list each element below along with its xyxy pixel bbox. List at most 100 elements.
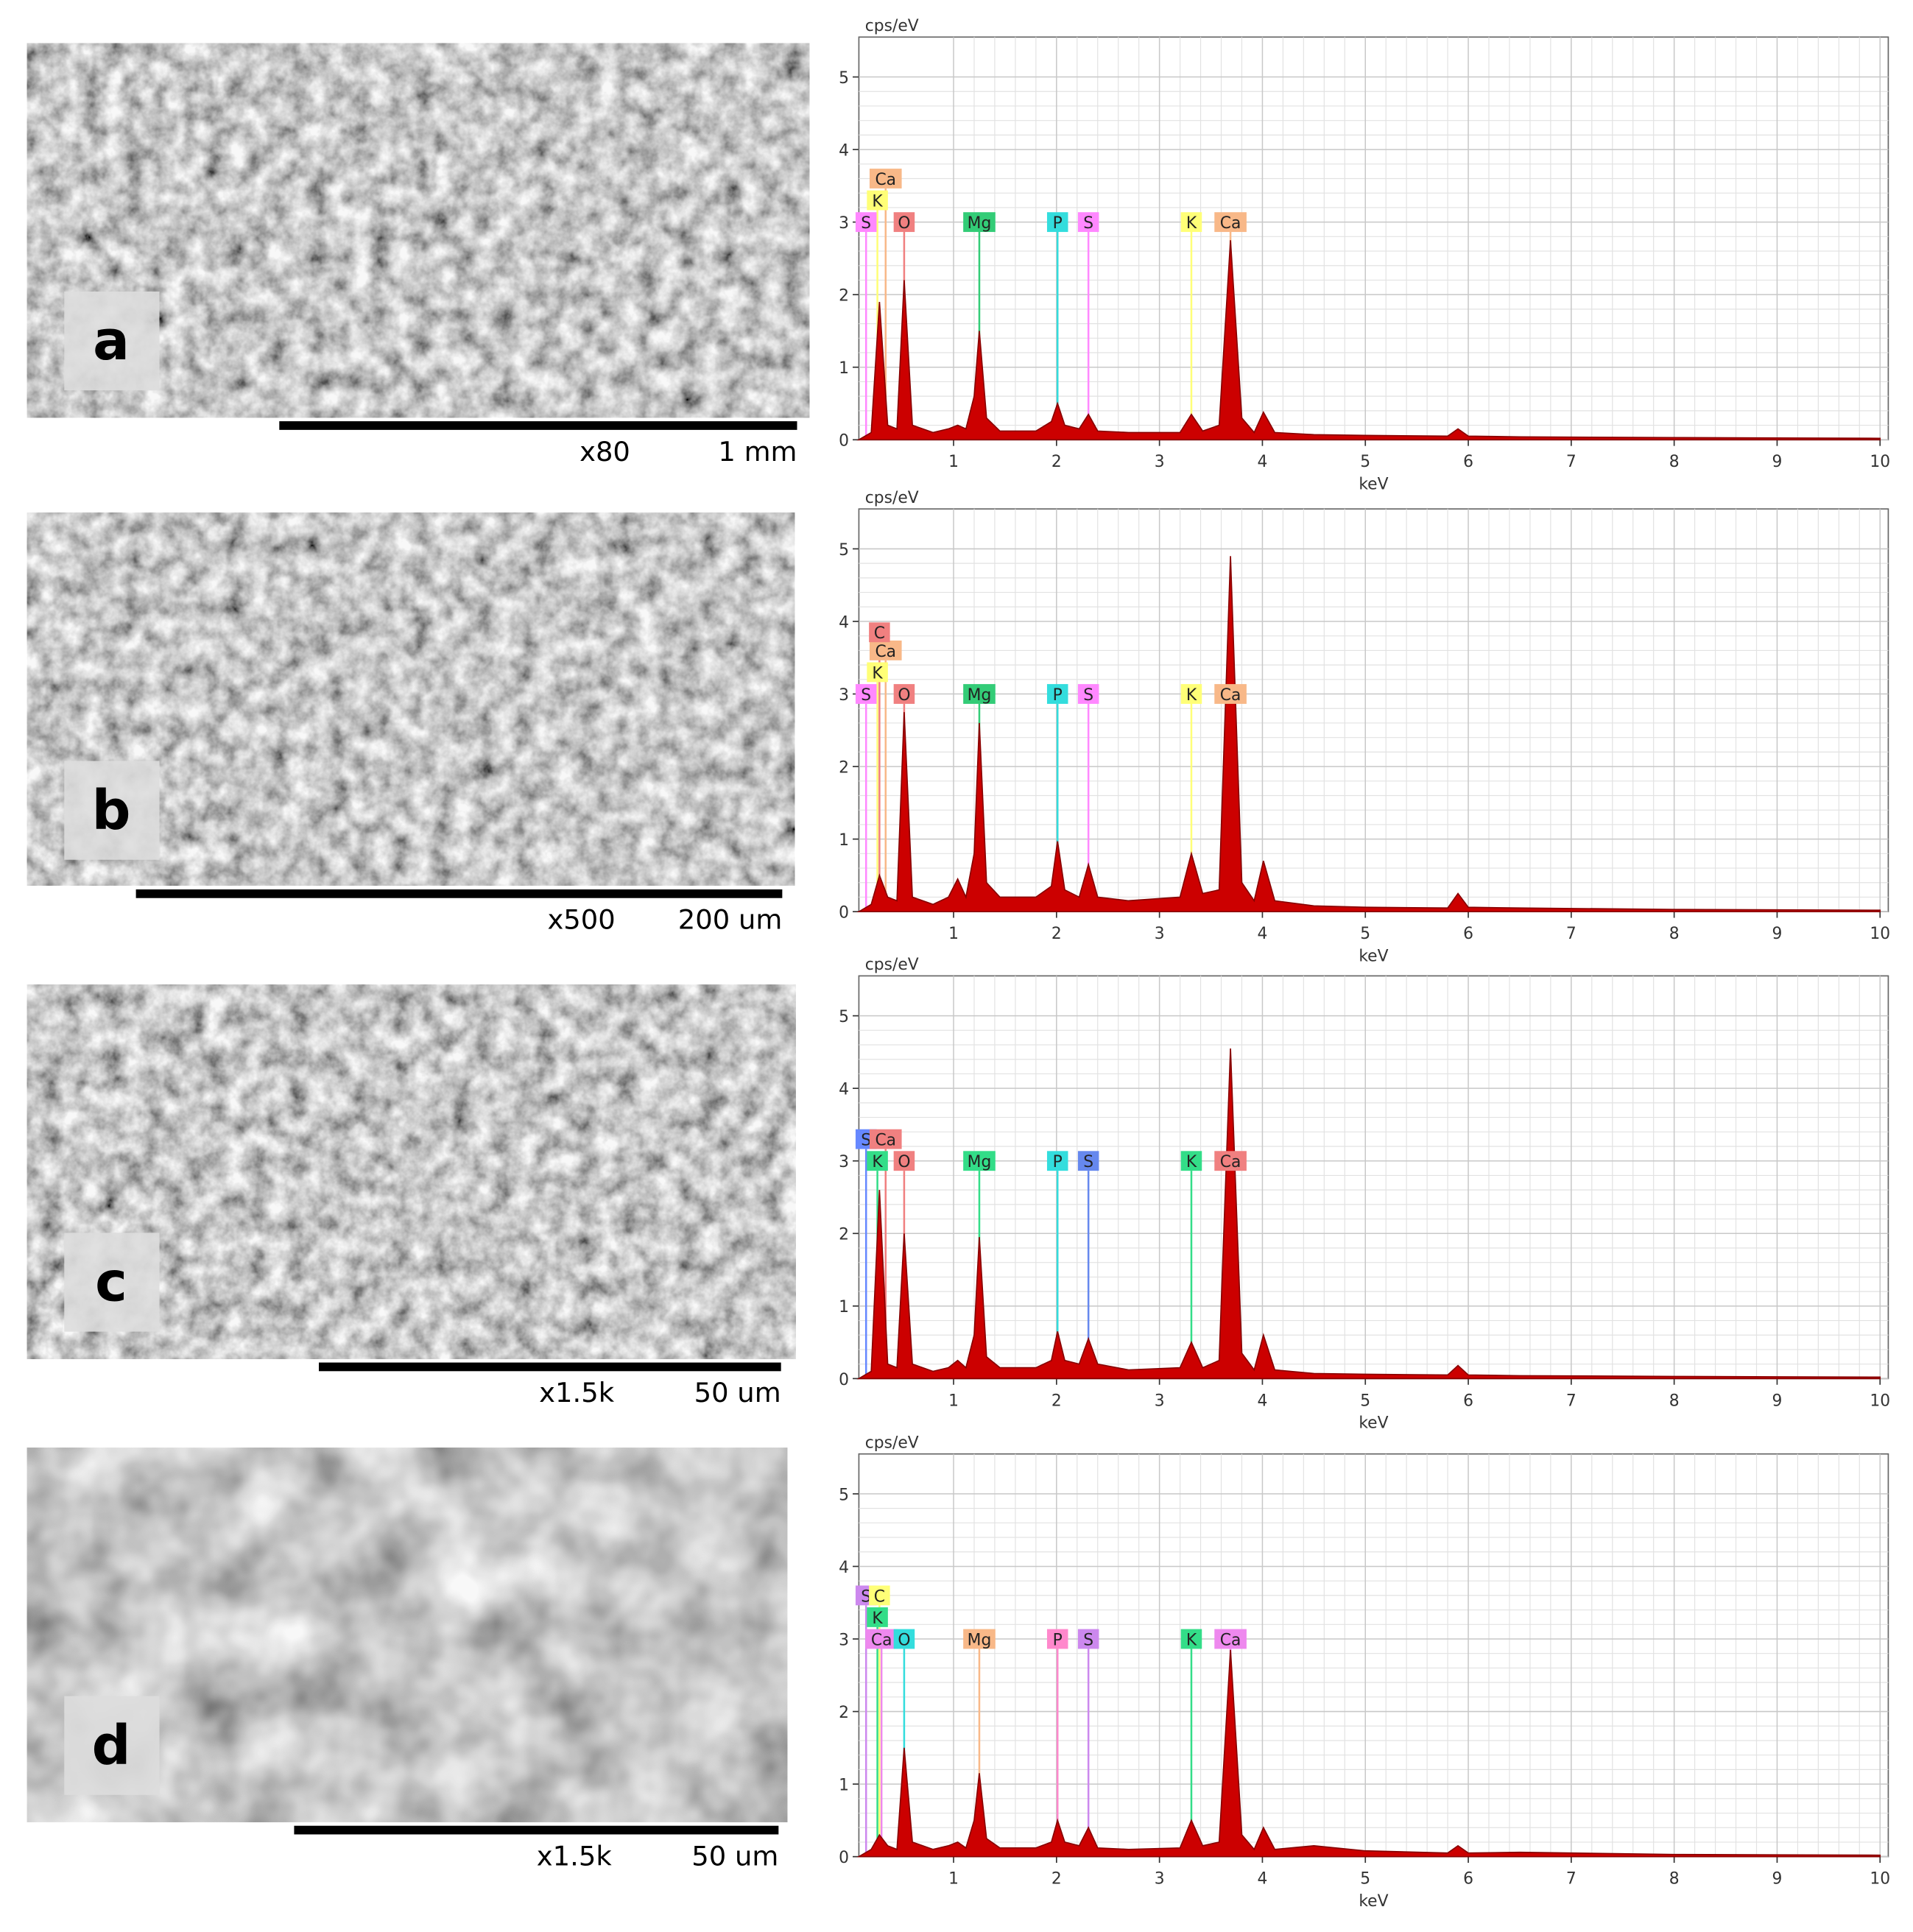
element-label: Ca [1220,1153,1241,1171]
element-label-box [869,169,902,188]
element-label: O [898,214,910,233]
element-label: K [872,664,883,683]
y-tick-label: 0 [839,432,849,451]
element-label: S [861,1132,871,1150]
element-label-box [1180,1629,1202,1649]
scale-bar [279,421,797,430]
y-axis-label: cps/eV [865,17,919,35]
element-label-box [963,212,996,233]
element-label: Ca [871,1631,892,1649]
y-tick-label: 0 [839,1371,849,1389]
y-tick-label: 1 [839,1298,849,1316]
y-tick-label: 5 [839,69,849,88]
x-tick-label: 9 [1772,1392,1783,1410]
x-axis-label: keV [1359,1414,1388,1432]
element-label: K [872,1610,883,1628]
element-label: Ca [1220,686,1241,705]
y-tick-label: 2 [839,758,849,777]
y-tick-label: 4 [839,1559,849,1577]
element-label-box [963,684,996,704]
panel-letter: d [92,1714,131,1777]
element-label: K [1186,214,1197,233]
element-label-box [893,684,915,704]
y-axis-label: cps/eV [865,1434,919,1452]
x-tick-label: 1 [948,1870,959,1889]
element-label-box [1214,1629,1247,1649]
x-tick-label: 4 [1257,1392,1267,1410]
magnification: x1.5k [539,1377,615,1409]
y-tick-label: 3 [839,1153,849,1171]
x-tick-label: 6 [1463,925,1473,943]
element-label-box [869,622,890,643]
scale-bar [294,1825,779,1835]
element-label-box [1214,684,1247,704]
panel-letter-box [64,1696,160,1795]
x-tick-label: 10 [1870,925,1890,943]
plot-area [858,1453,1889,1858]
element-label: S [1083,686,1093,705]
x-tick-label: 4 [1257,1870,1267,1889]
element-label: P [1053,1153,1063,1171]
element-label: S [861,214,871,233]
x-axis-label: keV [1359,947,1388,965]
element-label-box [1214,1151,1247,1171]
x-tick-label: 3 [1155,453,1165,471]
x-tick-label: 3 [1155,925,1165,943]
x-tick-label: 9 [1772,925,1783,943]
y-tick-label: 1 [839,359,849,378]
scale-label: 50 um [694,1377,781,1409]
x-tick-label: 5 [1360,1392,1370,1410]
plot-area [858,975,1889,1380]
element-label: S [1083,1153,1093,1171]
panel-letter-box [64,291,160,391]
element-label-box [855,684,877,704]
element-label: P [1053,686,1063,705]
y-tick-label: 1 [839,1777,849,1795]
x-tick-label: 6 [1463,1392,1473,1410]
element-label: S [1083,214,1093,233]
element-label-box [869,1129,902,1149]
y-tick-label: 4 [839,141,849,160]
x-tick-label: 2 [1051,1392,1062,1410]
element-label: Ca [875,171,896,189]
x-tick-label: 4 [1257,453,1267,471]
x-tick-label: 8 [1669,1392,1680,1410]
y-tick-label: 3 [839,1631,849,1649]
plot-area [858,36,1889,441]
x-tick-label: 9 [1772,1870,1783,1889]
element-label-box [1077,1629,1099,1649]
y-axis-label: cps/eV [865,956,919,974]
panel-letter: b [92,779,131,842]
spectrum [856,556,1881,913]
element-label: S [861,1587,871,1606]
element-label-box [893,1629,915,1649]
spectrum [856,1048,1881,1380]
element-label: K [1186,686,1197,705]
element-label-box [867,1151,888,1171]
magnification: x500 [547,904,615,936]
x-tick-label: 7 [1566,1870,1576,1889]
element-label-box [1214,212,1247,233]
panel-letter-box [64,1233,160,1332]
element-label: S [861,686,871,705]
y-tick-label: 5 [839,541,849,560]
spectrum [856,240,1881,441]
element-label-box [867,190,888,211]
x-axis-label: keV [1359,475,1388,493]
element-label-box [1180,212,1202,233]
y-tick-label: 0 [839,904,849,923]
element-label: Mg [968,1631,992,1649]
y-tick-label: 3 [839,686,849,705]
element-label-box [855,212,877,233]
element-label-box [1077,1151,1099,1171]
y-tick-label: 5 [839,1008,849,1026]
element-label: Ca [1220,1631,1241,1649]
plot-area [858,508,1889,913]
x-tick-label: 8 [1669,1870,1680,1889]
element-label-box [867,662,888,683]
element-label-box [1077,212,1099,233]
x-tick-label: 4 [1257,925,1267,943]
x-tick-label: 7 [1566,453,1576,471]
element-label: K [872,1153,883,1171]
element-label-box [1046,212,1068,233]
